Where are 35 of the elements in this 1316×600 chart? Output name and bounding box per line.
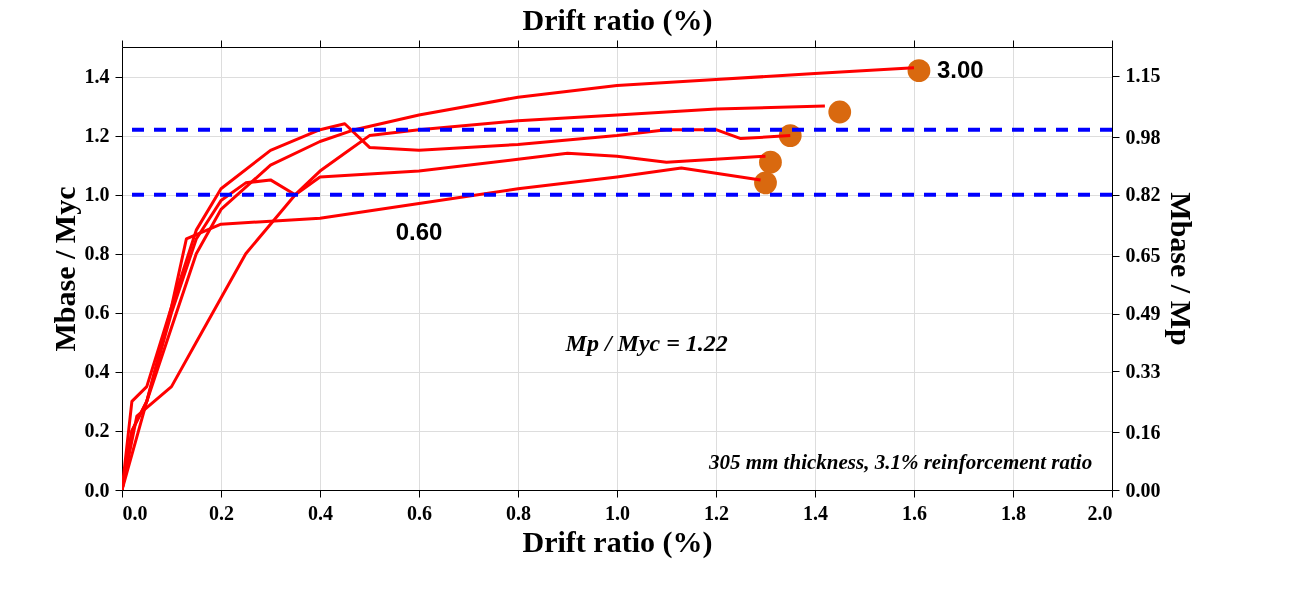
y2-tick-label: 0.98 — [1125, 125, 1161, 148]
y2-tick-label: 0.65 — [1125, 244, 1161, 267]
annotation: 305 mm thickness, 3.1% reinforcement ratio — [707, 450, 1093, 475]
y2-tick-label: 0.49 — [1125, 302, 1161, 325]
y-tick-label: 0.6 — [84, 301, 110, 324]
x-tick-label: 1.4 — [803, 501, 828, 524]
annotation: 0.60 — [395, 218, 443, 246]
y2-tick-label: 1.15 — [1125, 64, 1161, 87]
x2-axis-title: Drift ratio (%) — [522, 3, 713, 37]
y2-tick-label: 0.00 — [1125, 478, 1161, 501]
y-tick-label: 0.0 — [84, 478, 110, 501]
x-tick-label: 0.6 — [407, 501, 432, 524]
x-axis-title: Drift ratio (%) — [522, 524, 713, 559]
x-tick-label: 0.8 — [506, 501, 531, 524]
x-tick-label: 2.0 — [1087, 501, 1113, 524]
x-tick-label: 1.0 — [605, 501, 630, 524]
x-tick-label: 0.2 — [209, 501, 234, 524]
annotation: 3.00 — [936, 55, 984, 83]
y2-axis-title: Mbase / Mp — [1164, 192, 1198, 346]
x-tick-label: 1.2 — [704, 501, 729, 524]
y-tick-label: 0.4 — [84, 360, 110, 383]
annotation: Mp / Myc = 1.22 — [564, 329, 728, 356]
y-tick-label: 1.0 — [84, 183, 110, 206]
y-tick-label: 1.4 — [84, 65, 110, 88]
x-tick-label: 1.6 — [902, 501, 927, 524]
y-tick-label: 0.2 — [84, 419, 110, 442]
y-tick-label: 0.8 — [84, 242, 110, 265]
x-tick-label: 0.4 — [308, 501, 333, 524]
y2-tick-label: 0.82 — [1125, 183, 1161, 206]
y-tick-label: 1.2 — [84, 124, 110, 147]
y2-tick-label: 0.16 — [1125, 420, 1161, 443]
y-axis-title: Mbase / Myc — [47, 186, 81, 352]
y2-tick-label: 0.33 — [1125, 359, 1161, 382]
x-tick-label: 0.0 — [122, 501, 148, 524]
x-tick-label: 1.8 — [1001, 501, 1026, 524]
